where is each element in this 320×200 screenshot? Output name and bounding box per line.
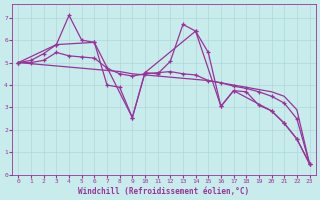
X-axis label: Windchill (Refroidissement éolien,°C): Windchill (Refroidissement éolien,°C) <box>78 187 250 196</box>
